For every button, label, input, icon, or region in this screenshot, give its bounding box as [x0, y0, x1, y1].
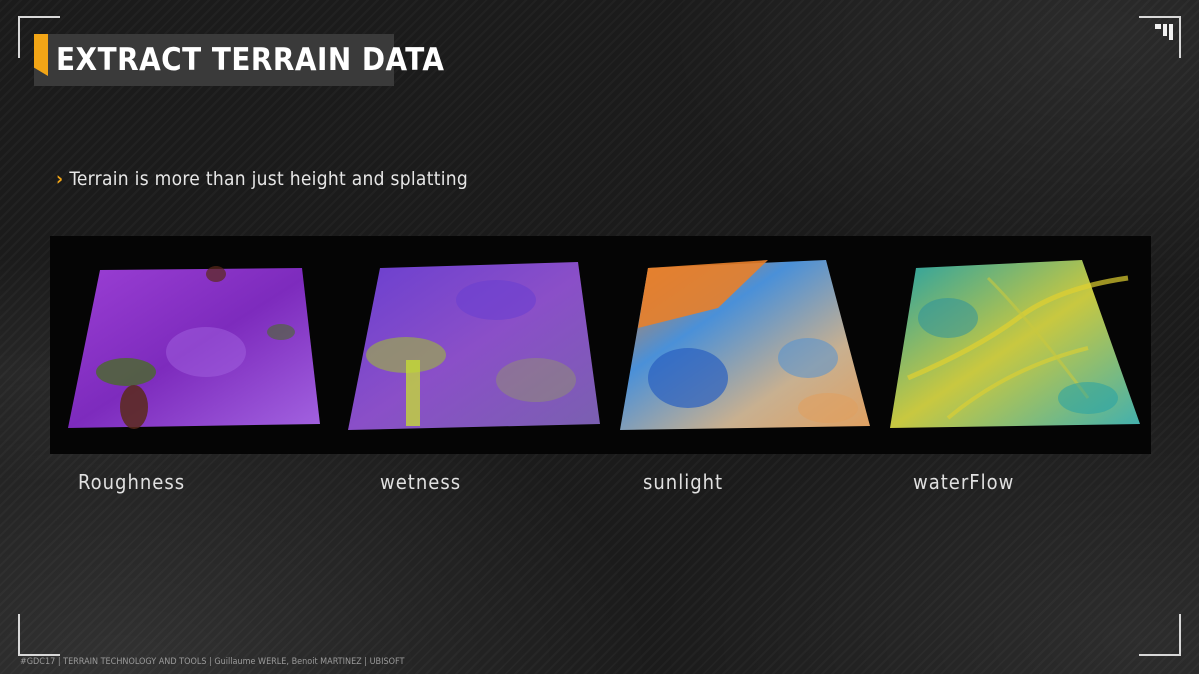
frame-corner-bottom-left: [18, 614, 60, 656]
caption-roughness: Roughness: [78, 470, 186, 494]
chevron-right-icon: ›: [56, 168, 64, 190]
terrain-roughness-image: [66, 262, 322, 434]
bullet-point: › Terrain is more than just height and sp…: [56, 168, 468, 190]
frame-corner-top-right: [1139, 16, 1181, 58]
terrain-image-panel: [50, 236, 1151, 454]
frame-corner-top-left: [18, 16, 60, 58]
bullet-text: Terrain is more than just height and spl…: [69, 168, 469, 190]
frame-corner-bottom-right: [1139, 614, 1181, 656]
footer-credits: #GDC17 | TERRAIN TECHNOLOGY AND TOOLS | …: [20, 657, 405, 667]
title-accent: [34, 34, 48, 76]
terrain-wetness-image: [346, 260, 602, 434]
caption-waterflow: waterFlow: [913, 470, 1015, 494]
terrain-sunlight-image: [618, 258, 874, 434]
caption-wetness: wetness: [380, 470, 462, 494]
caption-sunlight: sunlight: [643, 470, 724, 494]
page-title: EXTRACT TERRAIN DATA: [56, 42, 445, 78]
title-box: EXTRACT TERRAIN DATA: [34, 34, 444, 86]
ubisoft-logo-icon: [1155, 24, 1173, 40]
terrain-waterflow-image: [888, 258, 1144, 434]
